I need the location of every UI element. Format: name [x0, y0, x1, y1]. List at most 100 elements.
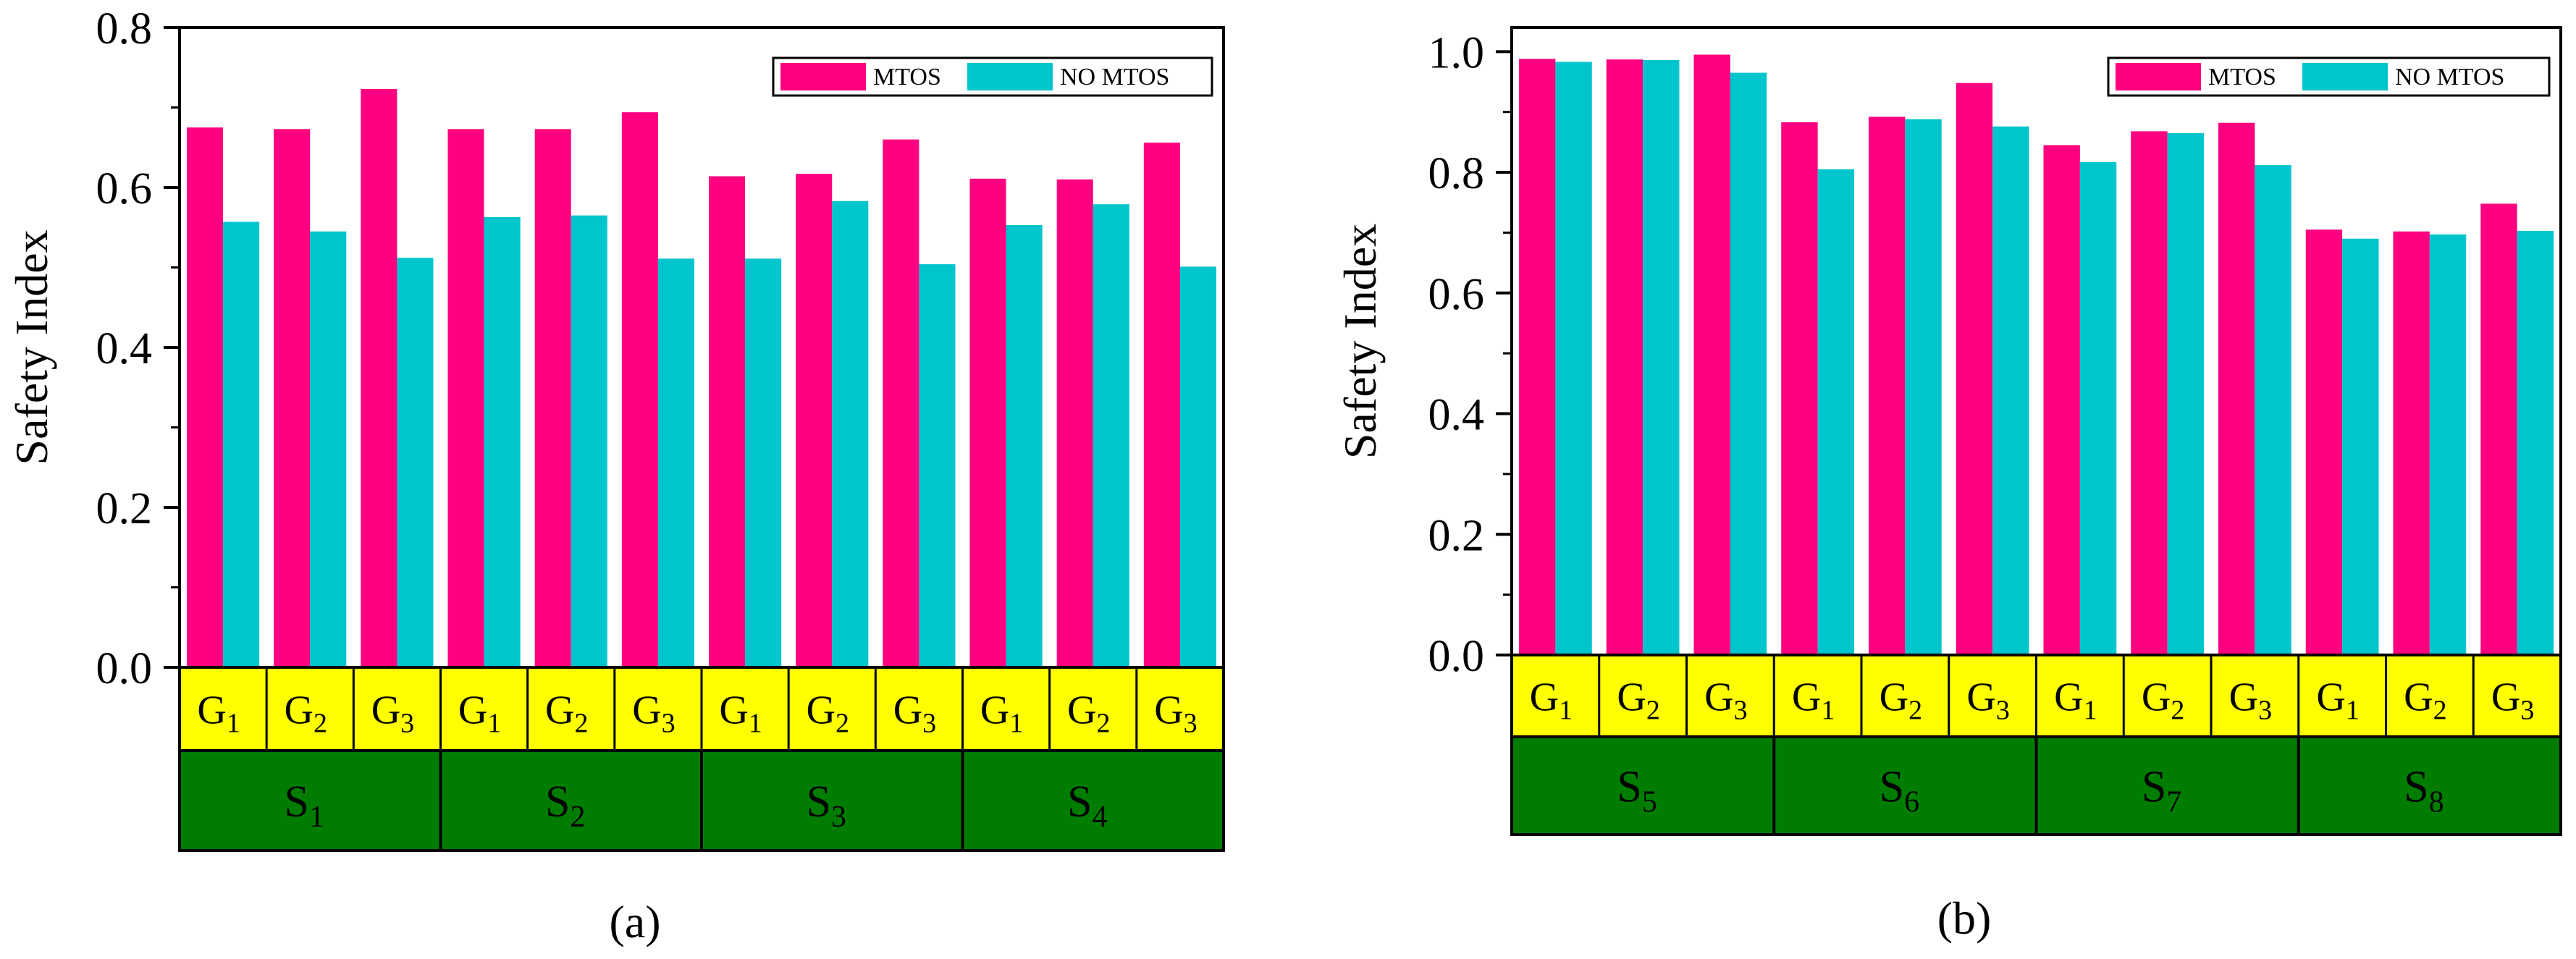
bar-mtos-2	[1606, 59, 1643, 655]
bar-mtos-4	[1781, 122, 1818, 655]
bar-no-mtos-6	[657, 258, 694, 668]
scenario-label: S6	[1880, 763, 1919, 819]
group-label-letter: G	[632, 688, 661, 733]
legend-swatch-no-mtos	[2302, 63, 2388, 90]
group-label: G1	[2316, 675, 2359, 726]
bar-no-mtos-5	[1905, 119, 1942, 655]
panel-label: (b)	[1937, 892, 1992, 944]
group-label: G3	[1154, 688, 1197, 739]
group-label-letter: G	[893, 688, 922, 733]
bar-mtos-12	[1143, 143, 1180, 667]
group-label-index: 3	[1996, 696, 2010, 726]
group-label-letter: G	[719, 688, 748, 733]
bar-mtos-11	[2393, 231, 2430, 655]
group-label-index: 1	[227, 709, 240, 739]
group-label-index: 3	[400, 709, 414, 739]
group-label: G1	[197, 688, 240, 739]
group-label-letter: G	[2404, 675, 2433, 720]
y-axis-label: Safety Index	[1334, 224, 1386, 459]
group-label: G2	[545, 688, 588, 739]
group-label: G3	[2229, 675, 2272, 726]
bar-no-mtos-8	[2167, 132, 2204, 656]
legend-label-no-mtos: NO MTOS	[1060, 64, 1169, 90]
group-label: G3	[893, 688, 936, 739]
bar-mtos-10	[2305, 229, 2343, 655]
group-label: G2	[1880, 675, 1922, 726]
legend: MTOS NO MTOS	[772, 56, 1213, 97]
group-label-index: 3	[1184, 709, 1197, 739]
bar-no-mtos-4	[1817, 169, 1854, 655]
group-label-index: 1	[1009, 709, 1023, 739]
group-label: G2	[2404, 675, 2446, 726]
group-label-letter: G	[545, 688, 574, 733]
bar-no-mtos-7	[745, 258, 782, 668]
bar-no-mtos-3	[1730, 72, 1767, 655]
bar-no-mtos-8	[832, 200, 869, 667]
scenario-label-letter: S	[807, 777, 831, 827]
bar-no-mtos-2	[1643, 60, 1680, 655]
scenario-label-letter: S	[1617, 763, 1641, 812]
scenario-label-letter: S	[545, 777, 570, 827]
group-label-letter: G	[458, 688, 487, 733]
group-label-index: 2	[2433, 696, 2447, 726]
bar-mtos-7	[709, 176, 746, 667]
group-label-index: 3	[2520, 696, 2534, 726]
bar-mtos-1	[1519, 59, 1556, 656]
bar-mtos-8	[2131, 131, 2168, 656]
bar-mtos-4	[447, 129, 484, 667]
group-label-letter: G	[2054, 675, 2083, 720]
group-label: G2	[1617, 675, 1659, 726]
bar-no-mtos-5	[571, 215, 607, 667]
bar-no-mtos-1	[223, 221, 260, 667]
group-label-letter: G	[197, 688, 226, 733]
scenario-label-letter: S	[285, 777, 309, 827]
group-label: G3	[632, 688, 675, 739]
bar-no-mtos-2	[310, 231, 347, 667]
y-tick-label: 0.4	[96, 324, 153, 373]
scenario-label-index: 3	[831, 800, 846, 834]
group-label-letter: G	[2491, 675, 2520, 720]
bar-mtos-10	[969, 178, 1006, 668]
y-tick-label: 0.6	[1428, 270, 1485, 319]
bar-no-mtos-1	[1555, 62, 1592, 656]
scenario-label-letter: S	[1067, 777, 1092, 827]
y-tick-label: 1.0	[1428, 28, 1485, 77]
bar-mtos-2	[274, 129, 311, 667]
bar-mtos-5	[1869, 117, 1906, 656]
legend: MTOS NO MTOS	[2107, 56, 2551, 97]
group-label: G1	[719, 688, 762, 739]
group-label-index: 1	[2346, 696, 2360, 726]
group-label-index: 2	[1908, 696, 1922, 726]
bar-mtos-6	[1956, 83, 1993, 655]
scenario-label-letter: S	[2404, 763, 2428, 812]
group-label: G1	[2054, 675, 2097, 726]
bar-no-mtos-6	[1992, 126, 2029, 655]
bar-no-mtos-7	[2079, 161, 2117, 656]
group-label-index: 1	[487, 709, 501, 739]
bar-mtos-3	[1693, 54, 1730, 656]
scenario-label: S7	[2142, 763, 2181, 819]
scenario-label: S3	[807, 777, 846, 834]
scenario-label-letter: S	[1880, 763, 1904, 812]
legend-swatch-mtos	[2116, 63, 2201, 90]
group-label: G3	[2491, 675, 2534, 726]
group-label-letter: G	[2316, 675, 2345, 720]
group-label-index: 1	[1821, 696, 1835, 726]
y-tick-label: 0.2	[1428, 511, 1485, 560]
scenario-label-index: 4	[1092, 800, 1107, 834]
group-label-index: 2	[2171, 696, 2184, 726]
y-axis-label: Safety Index	[6, 229, 57, 465]
group-label: G2	[807, 688, 849, 739]
group-label-letter: G	[980, 688, 1009, 733]
group-label-index: 2	[835, 709, 849, 739]
bar-no-mtos-12	[1179, 266, 1216, 667]
bar-mtos-3	[361, 89, 397, 667]
group-label: G3	[1966, 675, 2009, 726]
group-label: G2	[2142, 675, 2184, 726]
bar-no-mtos-11	[1093, 204, 1129, 668]
group-label-letter: G	[1704, 675, 1733, 720]
y-tick-label: 0.6	[96, 164, 153, 214]
scenario-label-index: 5	[1642, 786, 1657, 819]
